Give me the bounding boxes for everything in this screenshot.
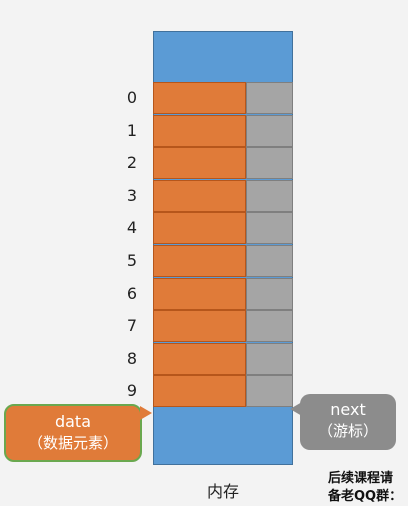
memory-row (153, 245, 293, 277)
data-cell (153, 82, 246, 114)
data-cell (153, 278, 246, 310)
row-index-label: 8 (126, 349, 138, 368)
row-index-label: 0 (126, 88, 138, 107)
data-callout-title: data (54, 412, 92, 431)
memory-row (153, 212, 293, 244)
next-callout-title: next (330, 400, 366, 419)
row-index-label: 7 (126, 316, 138, 335)
next-cell (246, 343, 293, 375)
next-callout-subtitle: （游标） (317, 422, 378, 440)
data-cell (153, 212, 246, 244)
data-callout-subtitle: （数据元素） (27, 434, 118, 452)
memory-row (153, 82, 293, 114)
data-cell (153, 310, 246, 342)
row-index-label: 2 (126, 153, 138, 172)
memory-row (153, 310, 293, 342)
next-cell (246, 147, 293, 179)
data-cell (153, 245, 246, 277)
corner-notice: 后续课程请 备老QQ群： (328, 470, 408, 506)
data-callout-pointer (140, 406, 152, 420)
data-cell (153, 343, 246, 375)
next-cell (246, 115, 293, 147)
row-index-label: 1 (126, 121, 138, 140)
memory-row (153, 115, 293, 147)
next-cell (246, 180, 293, 212)
data-cell (153, 180, 246, 212)
memory-row (153, 375, 293, 407)
corner-notice-line2: 备老QQ群： (328, 489, 403, 504)
next-cell (246, 245, 293, 277)
next-cell (246, 278, 293, 310)
next-callout: next （游标） (300, 394, 396, 450)
next-cell (246, 212, 293, 244)
row-index-label: 9 (126, 381, 138, 400)
memory-row (153, 180, 293, 212)
next-cell (246, 375, 293, 407)
row-index-label: 4 (126, 218, 138, 237)
memory-row (153, 147, 293, 179)
data-cell (153, 375, 246, 407)
memory-caption: 内存 (206, 482, 239, 501)
memory-row (153, 343, 293, 375)
data-callout: data （数据元素） (4, 404, 142, 462)
next-cell (246, 310, 293, 342)
row-index-label: 5 (126, 251, 138, 270)
data-cell (153, 115, 246, 147)
row-index-label: 3 (126, 186, 138, 205)
data-cell (153, 147, 246, 179)
row-index-label: 6 (126, 284, 138, 303)
memory-row (153, 278, 293, 310)
next-cell (246, 82, 293, 114)
next-callout-pointer (290, 402, 302, 416)
corner-notice-line1: 后续课程请 (328, 471, 394, 486)
